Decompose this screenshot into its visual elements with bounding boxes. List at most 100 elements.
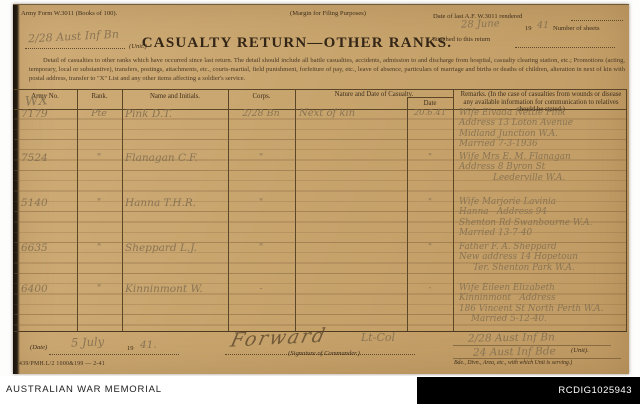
- unit-label: (Unit.): [129, 43, 147, 50]
- cell-corps: ": [258, 197, 264, 208]
- date-rendered-rule: [571, 13, 623, 21]
- date-rendered-label: Date of last A.F. W.3011 rendered: [433, 13, 523, 20]
- header-nature-date: Nature and Date of Casualty.: [334, 91, 414, 98]
- cell-army-no: 7524: [21, 152, 48, 164]
- remarks-line: Kinninmont Address: [459, 293, 556, 304]
- remarks-line: Ter. Shenton Park W.A.: [473, 262, 575, 273]
- footer-unit-label: (Unit).: [571, 347, 589, 354]
- signature-rule: [225, 347, 415, 355]
- cell-name: Sheppard L.J.: [125, 242, 197, 254]
- margin-note: (Margin for Filing Purposes): [290, 10, 366, 17]
- casualty-return-form: Army Form W.3011 (Books of 100). (Margin…: [13, 4, 629, 374]
- cell-army-no: 7179: [21, 108, 48, 120]
- column-divider-corps: [295, 89, 296, 331]
- cell-nature: Next of kin: [299, 108, 356, 119]
- cell-date: 20.6.41: [413, 108, 447, 118]
- footer-bde-value-handwritten: 24 Aust Inf Bde: [472, 345, 556, 359]
- cell-rank: ": [96, 197, 102, 208]
- remarks-line: Address 13 Loton Avenue: [459, 118, 573, 129]
- cell-date: ": [428, 152, 432, 162]
- remarks-line: 186 Vincent St North Perth W.A.: [459, 303, 604, 314]
- column-divider-name: [228, 89, 229, 331]
- ruled-feint-lines: [14, 109, 626, 331]
- cell-remarks: Father F. A. Sheppard New address 14 Hop…: [459, 242, 627, 273]
- cell-name: Flanagan C.F.: [125, 152, 198, 164]
- cell-corps: ": [258, 242, 264, 253]
- date-rendered-value-handwritten: 28 June: [460, 18, 500, 31]
- cell-corps: ": [258, 152, 264, 163]
- date-rendered-line: Date of last A.F. W.3011 rendered: [433, 11, 625, 22]
- table-right-border: [626, 89, 627, 331]
- cell-name: Hanna T.H.R.: [125, 197, 197, 209]
- footer-unit-rule: [453, 345, 611, 346]
- cell-remarks: Wife Eileen Elizabeth Kinninmont Address…: [459, 283, 627, 324]
- cell-remarks: Wife Mrs E. M. Flanagan Address 8 Byron …: [459, 152, 627, 183]
- cell-corps: -: [259, 283, 263, 294]
- column-divider-date-remarks: [453, 89, 454, 331]
- remarks-line: Hanna Address 94: [459, 207, 547, 218]
- table-bottom-border: [14, 331, 627, 332]
- footer-date-label: (Date): [30, 344, 48, 351]
- table-header-border: [14, 109, 627, 110]
- footer-year-prefix: 19: [127, 345, 134, 352]
- cell-name: Pink D.T.: [125, 108, 173, 120]
- signature-rank-handwritten: Lt-Col: [361, 331, 395, 344]
- unit-rule: [25, 41, 125, 49]
- signature-label: (Signature of Commander.): [288, 350, 360, 357]
- form-instructions: Detail of casualties to other ranks whic…: [29, 57, 625, 82]
- cell-rank: ": [96, 283, 102, 294]
- form-title: CASUALTY RETURN—OTHER RANKS.: [141, 35, 453, 51]
- footer-bde-rule: [453, 358, 621, 359]
- sheets-label-part1: Number of sheets: [553, 25, 600, 32]
- remarks-line: Shenton Rd Swanbourne W.A.: [459, 217, 593, 228]
- cell-rank: ": [96, 242, 102, 253]
- footer-bde-label: Bde., Divn., Area, etc., with which Unit…: [454, 360, 573, 366]
- header-corps: Corps.: [252, 93, 271, 100]
- year-value-handwritten: 41: [537, 20, 550, 31]
- remarks-line: Midland Junction W.A.: [459, 128, 558, 139]
- header-army-no: Army No.: [31, 93, 59, 100]
- cell-date: ": [428, 242, 432, 252]
- cell-remarks: Wife Marjorie Lavinia Hanna Address 94 S…: [459, 197, 627, 238]
- header-date: Date: [423, 100, 437, 107]
- table-row: 7179 Pte Pink D.T. 2/28 Bn Next of kin 2…: [13, 108, 627, 154]
- remarks-line: Leederville W.A.: [493, 172, 566, 183]
- sheets-label-part2: attached to this return: [433, 36, 491, 43]
- remarks-line: Wife Elvada Nettie Pink: [459, 108, 566, 118]
- awm-credit-text: AUSTRALIAN WAR MEMORIAL: [6, 384, 162, 395]
- table-row: 6400 " Kinninmont W. - - Wife Eileen Eli…: [13, 283, 627, 329]
- form-number: Army Form W.3011 (Books of 100).: [21, 10, 118, 17]
- remarks-line: Wife Eileen Elizabeth: [459, 283, 555, 293]
- cell-remarks: Wife Elvada Nettie Pink Address 13 Loton…: [459, 108, 627, 149]
- scan-left-edge-shadow: [13, 5, 20, 374]
- footer-date-rule: [49, 347, 179, 355]
- cell-rank: ": [96, 152, 102, 163]
- footer-unit-value-handwritten: 2/28 Aust Inf Bn: [467, 331, 555, 345]
- date-subheader-border: [407, 97, 453, 98]
- column-divider-nature-date: [407, 97, 408, 331]
- header-name-initials: Name and Initials.: [149, 93, 201, 100]
- cell-date: ": [428, 197, 432, 207]
- header-remarks: Remarks. (In the case of casualties from…: [460, 91, 622, 114]
- cell-army-no: 6635: [21, 242, 48, 254]
- cell-corps: 2/28 Bn: [242, 108, 280, 119]
- table-top-border: [14, 89, 627, 90]
- sheets-rule: [515, 40, 615, 48]
- sheets-line-2: attached to this return: [433, 34, 625, 48]
- remarks-line: New address 14 Hopetoun: [459, 252, 578, 263]
- remarks-line: Wife Marjorie Lavinia: [459, 197, 557, 207]
- column-divider-rank: [122, 89, 123, 331]
- remarks-line: Address 8 Byron St: [459, 162, 546, 173]
- print-code: 439/PMH.L/2 1000&199 — 2-41: [19, 361, 106, 367]
- remarks-line: Father F. A. Sheppard: [459, 242, 557, 252]
- remarks-line: Married 5-12-40.: [471, 313, 547, 324]
- cell-rank: Pte: [91, 108, 107, 119]
- cell-date: -: [428, 283, 432, 293]
- year-prefix-printed: 19: [525, 25, 532, 32]
- header-rank: Rank.: [91, 93, 108, 100]
- remarks-line: Married 13-7-40: [459, 227, 533, 238]
- remarks-line: Married 7-3-1936: [459, 138, 538, 149]
- footer-year-value-handwritten: 41.: [140, 339, 157, 351]
- column-divider-army: [77, 89, 78, 331]
